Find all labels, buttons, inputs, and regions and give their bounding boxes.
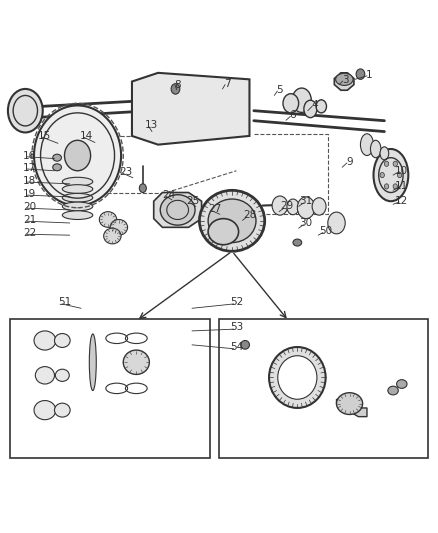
Text: 53: 53 <box>230 322 243 333</box>
Ellipse shape <box>208 199 256 243</box>
Text: 54: 54 <box>230 342 243 352</box>
Ellipse shape <box>393 161 397 166</box>
Ellipse shape <box>356 69 365 79</box>
Text: 22: 22 <box>23 229 36 238</box>
Text: 19: 19 <box>23 189 36 199</box>
Ellipse shape <box>35 367 54 384</box>
Text: 15: 15 <box>38 131 52 141</box>
Text: 30: 30 <box>300 218 313 228</box>
Text: 7: 7 <box>224 79 231 88</box>
Ellipse shape <box>110 220 127 235</box>
Text: 52: 52 <box>230 297 243 307</box>
Ellipse shape <box>241 341 250 349</box>
Ellipse shape <box>272 196 288 215</box>
Ellipse shape <box>374 149 408 201</box>
Text: 9: 9 <box>346 157 353 167</box>
Ellipse shape <box>64 140 91 171</box>
Polygon shape <box>154 192 201 228</box>
Ellipse shape <box>385 161 389 166</box>
Ellipse shape <box>283 94 299 113</box>
Ellipse shape <box>8 89 43 133</box>
Text: 16: 16 <box>23 150 36 160</box>
Ellipse shape <box>99 212 117 228</box>
Ellipse shape <box>199 190 265 251</box>
Ellipse shape <box>55 369 69 382</box>
Ellipse shape <box>34 106 121 206</box>
Text: 10: 10 <box>395 166 408 176</box>
Ellipse shape <box>62 177 93 186</box>
Polygon shape <box>132 73 250 144</box>
Ellipse shape <box>89 334 96 391</box>
Ellipse shape <box>396 379 407 389</box>
Ellipse shape <box>292 88 311 112</box>
Text: 3: 3 <box>342 75 349 85</box>
Ellipse shape <box>393 184 397 189</box>
Text: 17: 17 <box>23 163 36 173</box>
Ellipse shape <box>269 347 325 408</box>
Text: 51: 51 <box>58 297 71 307</box>
Ellipse shape <box>312 198 326 215</box>
Ellipse shape <box>380 173 385 177</box>
Ellipse shape <box>278 356 317 399</box>
Ellipse shape <box>53 154 61 161</box>
Ellipse shape <box>287 199 299 215</box>
Ellipse shape <box>380 147 389 160</box>
Ellipse shape <box>328 212 345 234</box>
Text: 14: 14 <box>80 131 93 141</box>
Text: 1: 1 <box>366 70 372 80</box>
Text: 11: 11 <box>395 181 408 191</box>
Ellipse shape <box>104 228 121 244</box>
Ellipse shape <box>139 184 146 192</box>
Ellipse shape <box>54 334 70 348</box>
Polygon shape <box>334 73 354 90</box>
Ellipse shape <box>34 400 56 419</box>
Ellipse shape <box>62 184 93 193</box>
Text: 18: 18 <box>23 176 36 186</box>
Ellipse shape <box>371 140 381 158</box>
Text: 8: 8 <box>174 79 181 90</box>
Ellipse shape <box>160 195 195 225</box>
Polygon shape <box>336 399 367 417</box>
Ellipse shape <box>397 173 402 177</box>
Bar <box>10 319 210 458</box>
Ellipse shape <box>123 350 149 375</box>
Text: 29: 29 <box>280 201 293 212</box>
Bar <box>219 319 428 458</box>
Ellipse shape <box>34 331 56 350</box>
Text: 25: 25 <box>186 196 200 206</box>
Text: 20: 20 <box>23 203 36 212</box>
Ellipse shape <box>336 73 353 85</box>
Ellipse shape <box>316 100 326 113</box>
Ellipse shape <box>385 184 389 189</box>
Ellipse shape <box>297 197 315 219</box>
Ellipse shape <box>62 202 93 211</box>
Ellipse shape <box>171 84 180 94</box>
Text: 13: 13 <box>145 120 158 130</box>
Ellipse shape <box>293 239 302 246</box>
Ellipse shape <box>360 134 374 156</box>
Text: 50: 50 <box>319 226 332 236</box>
Ellipse shape <box>336 393 363 415</box>
Text: 27: 27 <box>208 204 221 214</box>
Text: 24: 24 <box>162 190 176 200</box>
Text: 31: 31 <box>300 196 313 206</box>
Text: 23: 23 <box>119 167 132 176</box>
Ellipse shape <box>304 100 317 118</box>
Text: 4: 4 <box>311 100 318 110</box>
Text: 21: 21 <box>23 215 36 225</box>
Ellipse shape <box>62 211 93 220</box>
Ellipse shape <box>54 403 70 417</box>
Ellipse shape <box>208 219 239 245</box>
Text: 28: 28 <box>243 210 256 220</box>
Ellipse shape <box>53 164 61 171</box>
Ellipse shape <box>62 193 93 202</box>
Text: 12: 12 <box>395 196 408 206</box>
Ellipse shape <box>388 386 398 395</box>
Text: 6: 6 <box>290 110 296 120</box>
Text: 5: 5 <box>277 85 283 95</box>
